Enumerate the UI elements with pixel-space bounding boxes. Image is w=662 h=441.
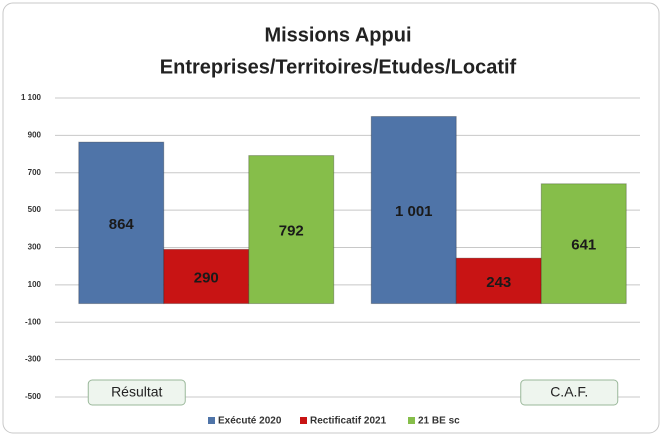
bar [540, 183, 627, 305]
legend-label: 21 BE sc [418, 416, 460, 427]
category-box [520, 379, 619, 406]
y-tick-label: -500 [25, 392, 42, 401]
y-tick-label: 900 [28, 130, 42, 139]
y-tick-label: 300 [28, 243, 42, 252]
category-box [87, 379, 186, 406]
legend-swatch [300, 417, 307, 424]
y-tick-label: -100 [25, 317, 42, 326]
data-label: 243 [486, 274, 511, 291]
data-label: 1 001 [395, 203, 433, 220]
y-tick-label: 100 [28, 280, 42, 289]
bar [370, 116, 457, 305]
x-tick-label: C.A.F. [550, 384, 588, 400]
data-label: 290 [194, 269, 219, 286]
legend-label: Rectificatif 2021 [310, 416, 387, 427]
bar [248, 155, 335, 305]
legend-swatch [408, 417, 415, 424]
y-tick-label: 500 [28, 205, 42, 214]
y-tick-label: 700 [28, 168, 42, 177]
legend-label: Exécuté 2020 [218, 416, 282, 427]
data-label: 864 [109, 216, 135, 233]
x-tick-label: Résultat [111, 384, 162, 400]
y-tick-label: 1 100 [21, 93, 42, 102]
data-label: 792 [279, 223, 304, 240]
data-label: 641 [571, 237, 596, 254]
bar [78, 141, 165, 305]
legend-swatch [208, 417, 215, 424]
y-tick-label: -300 [25, 355, 42, 364]
chart-title: Missions Appui [264, 24, 411, 46]
chart-subtitle: Entreprises/Territoires/Etudes/Locatif [160, 56, 517, 78]
